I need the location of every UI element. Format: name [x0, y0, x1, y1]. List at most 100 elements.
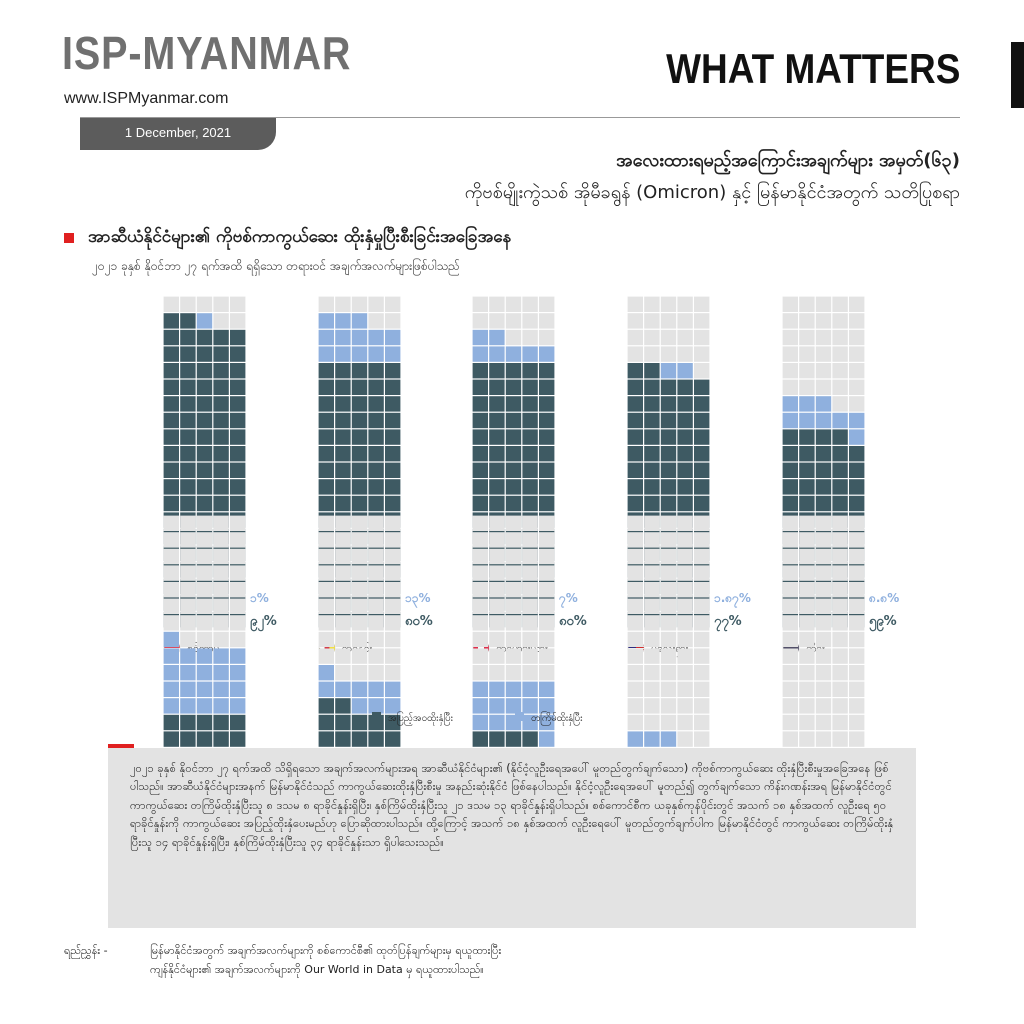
waffle-cell-full [627, 379, 643, 395]
waffle-cell-empty [385, 548, 401, 565]
waffle-cell-partial [180, 698, 196, 714]
waffle-cell-empty [799, 698, 815, 714]
waffle-cell-empty [849, 615, 865, 631]
waffle-cell-full [230, 731, 246, 747]
waffle-cell-full [782, 495, 798, 512]
waffle-cell-empty [368, 296, 384, 312]
waffle-cell-empty [782, 379, 798, 395]
waffle-cell-partial [644, 731, 660, 747]
waffle-cell-empty [505, 313, 522, 329]
waffle-cell-full [677, 479, 693, 495]
waffle-cell-full [368, 462, 384, 478]
waffle-cell-empty [230, 313, 246, 329]
waffle-cell-empty [677, 548, 693, 565]
waffle-cell-partial [368, 681, 384, 697]
waffle-cell-empty [318, 515, 334, 531]
waffle-cell-full [522, 396, 538, 412]
waffle-cell-partial [660, 731, 677, 747]
waffle-cell-empty [832, 396, 848, 412]
waffle-cell-empty [660, 329, 677, 346]
waffle-cell-empty [213, 631, 229, 648]
legend-label-full: အပြည့်အဝထိုးနှံပြီး [388, 712, 453, 725]
waffle-cell-empty [351, 598, 368, 614]
waffle-cell-empty [815, 363, 832, 379]
waffle-cell-full [213, 346, 229, 362]
waffle-cell-empty [522, 631, 538, 648]
waffle-cell-full [318, 379, 334, 395]
waffle-cell-empty [318, 615, 334, 631]
waffle-cell-full [660, 412, 677, 429]
waffle-cell-empty [351, 615, 368, 631]
waffle-cell-full [660, 379, 677, 395]
waffle-cell-empty [849, 396, 865, 412]
waffle-cell-empty [230, 548, 246, 565]
waffle-cell-empty [335, 631, 351, 648]
waffle-cell-empty [335, 665, 351, 681]
waffle-cell-full [335, 446, 351, 462]
waffle-cell-full [832, 495, 848, 512]
waffle-cell-empty [385, 631, 401, 648]
waffle-cell-empty [505, 631, 522, 648]
waffle-cell-empty [832, 665, 848, 681]
waffle-cell-full [318, 714, 334, 731]
waffle-cell-empty [815, 379, 832, 395]
waffle-cell-full [351, 731, 368, 747]
waffle-cell-full [318, 698, 334, 714]
waffle-cell-empty [849, 665, 865, 681]
waffle-cell-partial [385, 346, 401, 362]
waffle-cell-full [368, 363, 384, 379]
waffle-cell-empty [230, 615, 246, 631]
waffle-cell-empty [815, 296, 832, 312]
waffle-cell-empty [782, 363, 798, 379]
waffle-cell-empty [694, 615, 710, 631]
waffle-cell-full [163, 731, 179, 747]
waffle-cell-empty [694, 665, 710, 681]
waffle-cell-empty [489, 615, 505, 631]
waffle-cell-empty [849, 681, 865, 697]
waffle-cell-empty [368, 313, 384, 329]
waffle-cell-empty [522, 582, 538, 598]
waffle-cell-empty [627, 548, 643, 565]
waffle-cell-empty [351, 296, 368, 312]
waffle-cell-full [351, 462, 368, 478]
waffle-cell-empty [522, 665, 538, 681]
waffle-cell-empty [351, 665, 368, 681]
waffle-cell-empty [677, 731, 693, 747]
waffle-cell-full [163, 462, 179, 478]
waffle-cell-empty [335, 548, 351, 565]
waffle-cell-full [196, 329, 213, 346]
waffle-cell-full [472, 379, 488, 395]
waffle-cell-full [230, 479, 246, 495]
waffle-cell-full [230, 446, 246, 462]
waffle-cell-partial [489, 681, 505, 697]
waffle-cell-full [351, 412, 368, 429]
waffle-cell-partial [385, 681, 401, 697]
waffle-cell-empty [799, 648, 815, 664]
waffle-cell-full [489, 731, 505, 747]
waffle-cell-empty [351, 532, 368, 548]
waffle-cell-empty [849, 598, 865, 614]
waffle-cell-partial [782, 412, 798, 429]
waffle-cell-full [213, 495, 229, 512]
waffle-cell-empty [627, 598, 643, 614]
waffle-cell-full [539, 363, 555, 379]
waffle-cell-full [163, 714, 179, 731]
waffle-cell-full [522, 379, 538, 395]
waffle-cell-partial [230, 698, 246, 714]
waffle-cell-full [505, 363, 522, 379]
waffle-cell-partial [230, 681, 246, 697]
waffle-cell-empty [799, 296, 815, 312]
waffle-cell-full [815, 429, 832, 445]
waffle-cell-empty [832, 681, 848, 697]
waffle-cell-full [539, 479, 555, 495]
waffle-cell-empty [539, 296, 555, 312]
waffle-cell-empty [627, 582, 643, 598]
waffle-cell-full [180, 714, 196, 731]
waffle-cell-empty [230, 582, 246, 598]
waffle-cell-full [644, 363, 660, 379]
waffle-cell-partial [335, 681, 351, 697]
waffle-cell-full [677, 412, 693, 429]
waffle-cell-partial [489, 714, 505, 731]
waffle-cell-full [505, 446, 522, 462]
full-value-label: ၈၀% [405, 614, 433, 629]
